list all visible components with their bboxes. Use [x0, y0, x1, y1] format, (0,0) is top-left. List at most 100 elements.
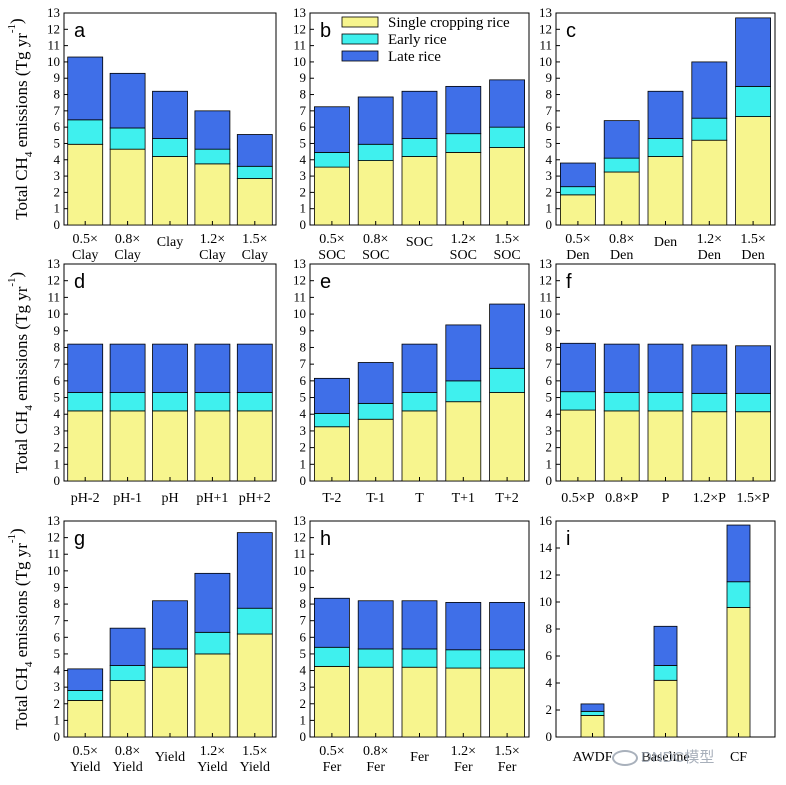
bar-h-3-early-rice [401, 648, 438, 668]
bar-c-3-single-cropping-rice [647, 156, 684, 226]
y-tick-label: 6 [54, 373, 61, 388]
y-tick-label: 9 [546, 70, 553, 85]
panel-label: d [74, 271, 85, 293]
panel-g: 0123456789101112130.5×Yield0.8×YieldYiel… [47, 513, 277, 775]
y-axis-label-sub: 4 [23, 151, 35, 157]
y-tick-label: 12 [47, 530, 60, 545]
y-tick-label: 8 [300, 339, 307, 354]
x-tick-label: 1.2× [200, 232, 225, 247]
y-tick-label: 2 [546, 440, 553, 455]
y-tick-label: 7 [300, 103, 307, 118]
bar-a-4-early-rice [194, 148, 231, 165]
legend-label: Single cropping rice [388, 15, 510, 31]
y-tick-label: 9 [54, 579, 61, 594]
y-tick-label: 1 [300, 456, 307, 471]
x-tick-label: Clay [242, 248, 268, 263]
bar-e-2-single-cropping-rice [357, 418, 394, 482]
x-tick-label: 1.5× [242, 232, 267, 247]
bar-e-5-early-rice [489, 367, 526, 393]
x-tick-label: 0.5× [319, 744, 344, 759]
y-tick-label: 3 [300, 168, 307, 183]
bar-a-5-early-rice [236, 165, 273, 179]
y-tick-label: 14 [539, 540, 553, 555]
x-tick-label: Den [698, 248, 721, 263]
y-tick-label: 8 [546, 87, 553, 102]
y-tick-label: 5 [54, 135, 61, 150]
y-tick-label: 2 [300, 440, 307, 455]
x-tick-label: Den [566, 248, 589, 263]
x-tick-label: CF [730, 750, 747, 765]
y-tick-label: 12 [539, 567, 552, 582]
x-tick-label: Fer [454, 760, 473, 775]
bar-c-5-late-rice [735, 17, 771, 87]
bar-e-2-late-rice [357, 362, 394, 404]
y-tick-label: 13 [293, 513, 306, 528]
y-tick-label: 6 [546, 119, 553, 134]
bar-a-4-single-cropping-rice [194, 163, 231, 226]
y-tick-label: 12 [539, 21, 552, 36]
y-tick-label: 3 [54, 679, 61, 694]
bar-f-4-single-cropping-rice [691, 411, 728, 482]
bar-f-5-early-rice [735, 392, 771, 413]
bar-h-3-late-rice [401, 600, 438, 650]
y-tick-label: 13 [539, 256, 552, 271]
bar-g-5-late-rice [236, 532, 273, 609]
y-tick-label: 8 [546, 339, 553, 354]
y-tick-label: 13 [47, 5, 60, 20]
bar-h-3-single-cropping-rice [401, 666, 438, 738]
bar-h-5-late-rice [489, 602, 526, 651]
bar-f-2-single-cropping-rice [603, 410, 640, 482]
x-tick-label: AWDF [572, 750, 612, 765]
bar-c-5-early-rice [735, 85, 771, 117]
bar-f-3-single-cropping-rice [647, 410, 684, 482]
bar-g-3-late-rice [152, 600, 188, 650]
bar-c-4-late-rice [691, 61, 728, 119]
y-tick-label: 12 [539, 273, 552, 288]
y-tick-label: 8 [300, 596, 307, 611]
x-tick-label: Clay [199, 248, 225, 263]
bar-d-4-late-rice [194, 343, 231, 393]
y-tick-label: 1 [54, 456, 61, 471]
y-axis-label-sup: -1 [6, 277, 18, 286]
x-tick-label: 1.2× [697, 232, 722, 247]
bar-a-3-single-cropping-rice [152, 156, 188, 226]
bar-d-3-late-rice [152, 343, 188, 393]
y-tick-label: 10 [47, 54, 60, 69]
y-tick-label: 9 [54, 70, 61, 85]
y-tick-label: 13 [293, 256, 306, 271]
bar-g-3-single-cropping-rice [152, 666, 188, 738]
y-tick-label: 8 [54, 339, 61, 354]
y-tick-label: 3 [54, 168, 61, 183]
y-tick-label: 2 [54, 440, 61, 455]
bar-f-1-late-rice [560, 342, 596, 393]
bar-h-1-single-cropping-rice [313, 665, 350, 738]
bar-a-2-single-cropping-rice [109, 148, 146, 226]
y-tick-label: 11 [293, 38, 306, 53]
y-tick-label: 0 [300, 729, 307, 744]
bar-h-5-early-rice [489, 649, 526, 669]
x-tick-label: pH-1 [113, 491, 142, 506]
bar-d-1-single-cropping-rice [67, 410, 104, 482]
y-tick-label: 5 [300, 135, 307, 150]
y-tick-label: 6 [300, 629, 307, 644]
y-tick-label: 6 [546, 648, 553, 663]
bar-a-1-late-rice [67, 56, 104, 121]
y-tick-label: 5 [54, 646, 61, 661]
bar-f-5-late-rice [735, 345, 771, 394]
bar-h-2-single-cropping-rice [357, 666, 394, 738]
y-tick-label: 3 [546, 423, 553, 438]
x-tick-label: pH+1 [196, 491, 228, 506]
y-tick-label: 0 [54, 729, 61, 744]
x-tick-label: Den [654, 235, 677, 250]
y-tick-label: 9 [300, 70, 307, 85]
x-tick-label: 0.5× [72, 744, 97, 759]
x-tick-label: T [415, 491, 424, 506]
x-tick-label: Fer [498, 760, 517, 775]
bar-a-2-early-rice [109, 127, 146, 150]
y-tick-label: 2 [54, 696, 61, 711]
x-tick-label: pH [161, 491, 178, 506]
bar-f-5-single-cropping-rice [735, 411, 771, 482]
